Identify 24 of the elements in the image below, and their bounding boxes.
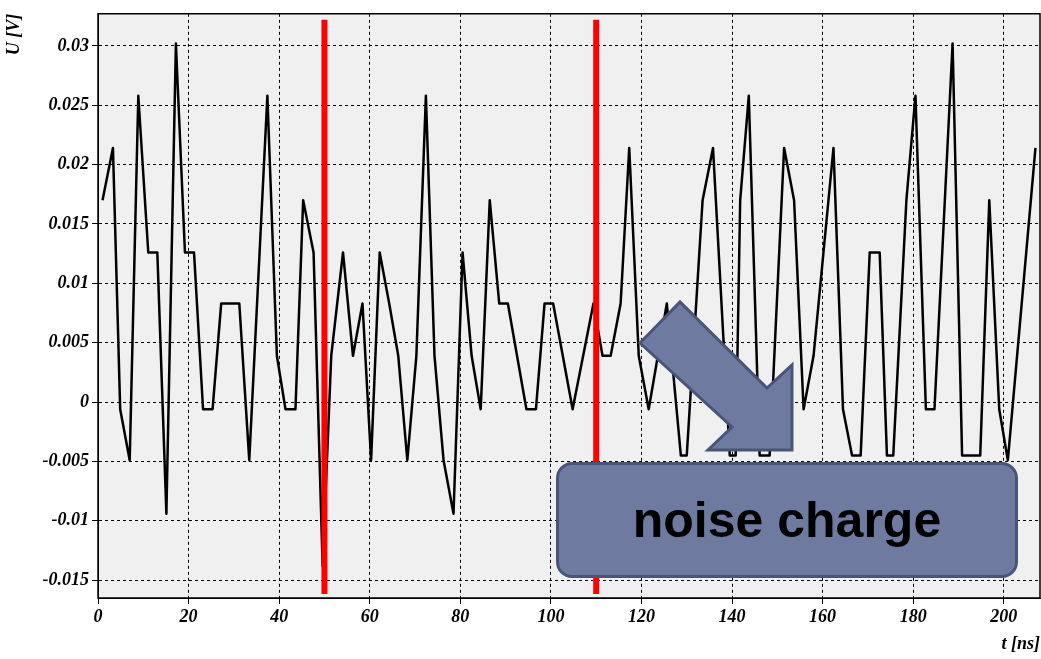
y-tick-label: 0.02 [57, 153, 89, 174]
x-tick-label: 80 [451, 606, 470, 627]
annotation: noise charge [556, 462, 1018, 578]
x-tick-label: 60 [360, 606, 379, 627]
x-tick-label: 40 [269, 606, 289, 627]
x-tick-label: 0 [93, 606, 103, 627]
x-tick-label: 140 [718, 606, 746, 627]
y-tick-label: 0 [80, 390, 89, 411]
y-tick-label: 0.015 [48, 212, 89, 233]
y-tick-label: -0.005 [42, 450, 89, 471]
y-tick-label: 0.03 [57, 34, 89, 55]
x-tick-label: 180 [899, 606, 927, 627]
y-tick-label: -0.01 [51, 509, 89, 530]
y-tick-label: 0.01 [57, 272, 89, 292]
x-tick-label: 160 [809, 606, 837, 627]
y-tick-label: 0.005 [48, 331, 89, 352]
y-tick-label: 0.025 [48, 93, 89, 114]
x-tick-label: 120 [627, 606, 655, 627]
x-tick-label: 20 [178, 606, 198, 627]
y-axis-title: U [V] [3, 13, 24, 56]
y-tick-label: -0.015 [42, 568, 89, 589]
x-axis-title: t [ns] [1001, 632, 1040, 653]
x-tick-label: 200 [989, 606, 1018, 627]
x-tick-label: 100 [537, 606, 565, 627]
